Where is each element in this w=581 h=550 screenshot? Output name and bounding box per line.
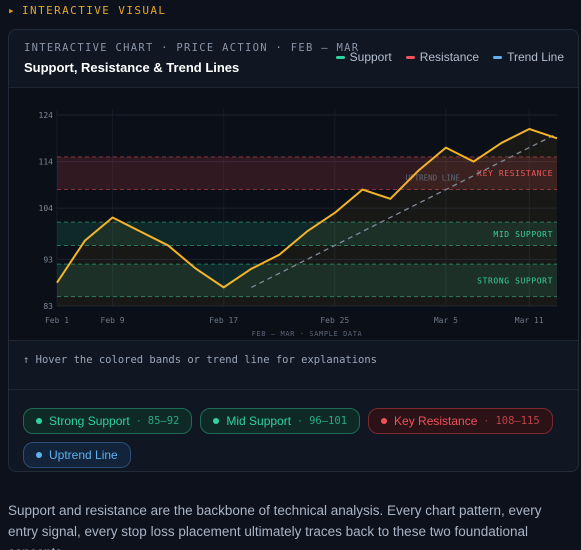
body-paragraph: Support and resistance are the backbone … [8,503,542,550]
chart-title: Support, Resistance & Trend Lines [24,60,240,75]
chart-eyebrow: INTERACTIVE CHART · PRICE ACTION · FEB –… [24,42,360,54]
card-header: INTERACTIVE CHART · PRICE ACTION · FEB –… [9,30,578,88]
section-arrow-icon: ▸ [8,4,17,17]
mid-support-band-label: MID SUPPORT [493,230,553,239]
band-pills: Strong Support · 85–92 Mid Support · 96–… [23,408,568,468]
y-tick-label-0: 83 [43,302,53,311]
uptrend-line-pill[interactable]: Uptrend Line [23,442,131,468]
mid-support-pill[interactable]: Mid Support · 96–101 [200,408,361,434]
section-label: ▸ INTERACTIVE VISUAL [8,4,166,17]
legend-resistance-swatch [405,55,415,59]
hover-hint: ↑ Hover the colored bands or trend line … [9,340,578,390]
strong-support-pill-label: Strong Support [49,414,130,428]
mid-support-pill-label: Mid Support [226,414,292,428]
key-resistance-pill-label: Key Resistance [394,414,478,428]
legend-resistance-label: Resistance [419,50,480,64]
key-resistance-pill-sep: · [483,415,490,427]
key-resistance-dot-icon [381,418,388,424]
chart-plot-area: STRONG SUPPORT MID SUPPORT KEY RESISTANCE U… [9,88,578,340]
key-resistance-pill[interactable]: Key Resistance · 108–115 [368,408,553,434]
y-tick-label-3: 114 [39,158,54,167]
x-tick-label-2: Feb 17 [209,316,238,325]
strong-support-band-fill [57,264,557,297]
strong-support-band-label: STRONG SUPPORT [477,276,553,285]
legend-resistance: Resistance [405,50,480,64]
y-tick-label-1: 93 [43,255,53,264]
mid-support-pill-sep: · [297,415,304,427]
y-tick-label-4: 124 [39,111,54,120]
strong-support-band[interactable]: STRONG SUPPORT [57,263,557,298]
mid-support-band-fill [57,222,557,246]
mid-support-pill-range: 96–101 [309,415,348,427]
x-axis-label: FEB – MAR · SAMPLE DATA [252,330,363,338]
legend-trend-line: Trend Line [493,50,564,64]
strong-support-pill-range: 85–92 [147,415,180,427]
strong-support-pill-sep: · [135,415,142,427]
key-resistance-band-label: KEY RESISTANCE [477,169,553,178]
uptrend-line-dot-icon [36,452,42,458]
key-resistance-pill-range: 108–115 [495,415,540,427]
x-tick-label-4: Mar 5 [434,316,458,325]
x-tick-label-0: Feb 1 [45,316,69,325]
section-label-text: INTERACTIVE VISUAL [22,4,167,17]
x-tick-label-1: Feb 9 [101,316,125,325]
mid-support-band[interactable]: MID SUPPORT [57,221,557,246]
price-line [56,127,558,289]
legend-trend-label: Trend Line [507,50,564,64]
price-area-fill [57,128,557,306]
strong-support-dot-icon [36,418,42,424]
legend-support-label: Support [349,50,392,64]
chart-card: INTERACTIVE CHART · PRICE ACTION · FEB –… [8,29,579,472]
uptrend-line-stroke [251,133,558,288]
price-chart: STRONG SUPPORT MID SUPPORT KEY RESISTANCE U… [39,109,558,338]
mid-support-dot-icon [213,418,220,424]
x-tick-label-3: Feb 25 [320,316,349,325]
legend-support-swatch [335,55,345,59]
chart-legend: Support Resistance Trend Line [335,50,564,64]
uptrend-line-label: UPTREND LINE [406,174,461,183]
legend-support: Support [335,50,392,64]
uptrend-line[interactable]: UPTREND LINE [251,133,558,288]
x-tick-label-5: Mar 11 [515,316,544,325]
strong-support-pill[interactable]: Strong Support · 85–92 [23,408,193,434]
y-tick-label-2: 104 [39,204,54,213]
legend-trend-swatch [493,55,503,59]
uptrend-line-pill-label: Uptrend Line [49,448,118,462]
